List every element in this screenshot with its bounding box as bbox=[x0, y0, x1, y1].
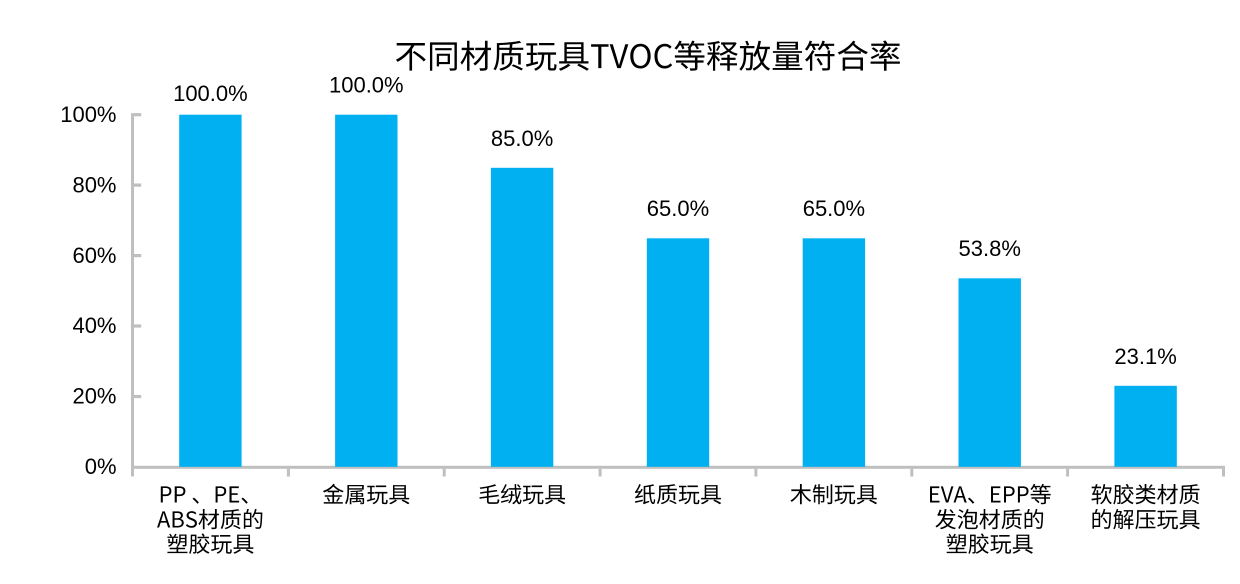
svg-text:100.0%: 100.0% bbox=[329, 73, 404, 98]
svg-text:40%: 40% bbox=[72, 313, 116, 338]
svg-text:53.8%: 53.8% bbox=[959, 236, 1021, 261]
svg-text:65.0%: 65.0% bbox=[647, 196, 709, 221]
svg-text:85.0%: 85.0% bbox=[491, 126, 553, 151]
svg-text:100.0%: 100.0% bbox=[173, 81, 248, 106]
svg-text:80%: 80% bbox=[72, 172, 116, 197]
svg-text:0%: 0% bbox=[85, 454, 117, 479]
svg-text:100%: 100% bbox=[60, 102, 116, 127]
svg-text:65.0%: 65.0% bbox=[803, 196, 865, 221]
svg-text:20%: 20% bbox=[72, 384, 116, 409]
svg-text:23.1%: 23.1% bbox=[1114, 344, 1176, 369]
svg-text:60%: 60% bbox=[72, 243, 116, 268]
